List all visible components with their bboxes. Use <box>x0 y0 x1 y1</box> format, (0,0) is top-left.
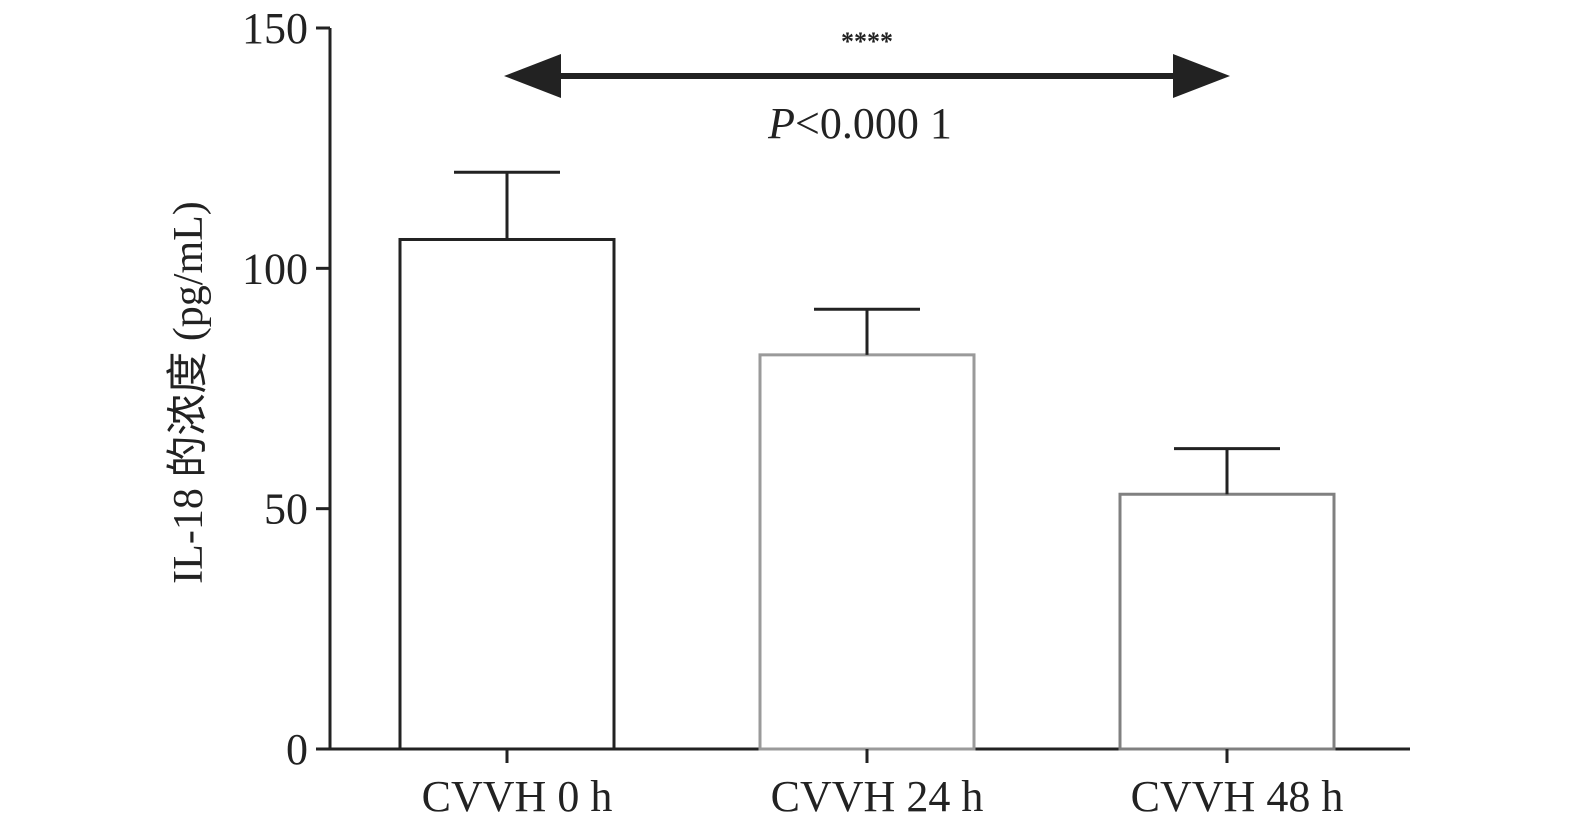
arrow-head-left <box>504 54 561 98</box>
y-tick-label: 50 <box>264 485 308 534</box>
p-value-label: P<0.000 1 <box>767 99 952 148</box>
bar <box>398 237 616 751</box>
bar <box>758 353 976 751</box>
y-tick-label: 150 <box>242 4 308 53</box>
bars <box>398 237 1336 751</box>
p-value-rest: <0.000 1 <box>795 99 952 148</box>
error-bars <box>454 170 1280 495</box>
arrow-head-right <box>1173 54 1230 98</box>
x-category-label: CVVH 0 h <box>422 772 613 821</box>
significance-stars: **** <box>841 27 893 56</box>
y-tick-label: 0 <box>286 725 308 774</box>
y-ticks: 0 50 100 150 <box>242 4 330 774</box>
x-ticks: CVVH 0 h CVVH 24 h CVVH 48 h <box>422 749 1344 821</box>
bar <box>1118 492 1336 751</box>
x-category-label: CVVH 48 h <box>1131 772 1344 821</box>
x-category-label: CVVH 24 h <box>771 772 984 821</box>
p-value-italic: P <box>767 99 795 148</box>
y-axis-label: IL-18 的浓度 (pg/mL) <box>166 201 212 584</box>
y-tick-label: 100 <box>242 244 308 293</box>
significance-annotation: **** P<0.000 1 <box>504 27 1230 148</box>
